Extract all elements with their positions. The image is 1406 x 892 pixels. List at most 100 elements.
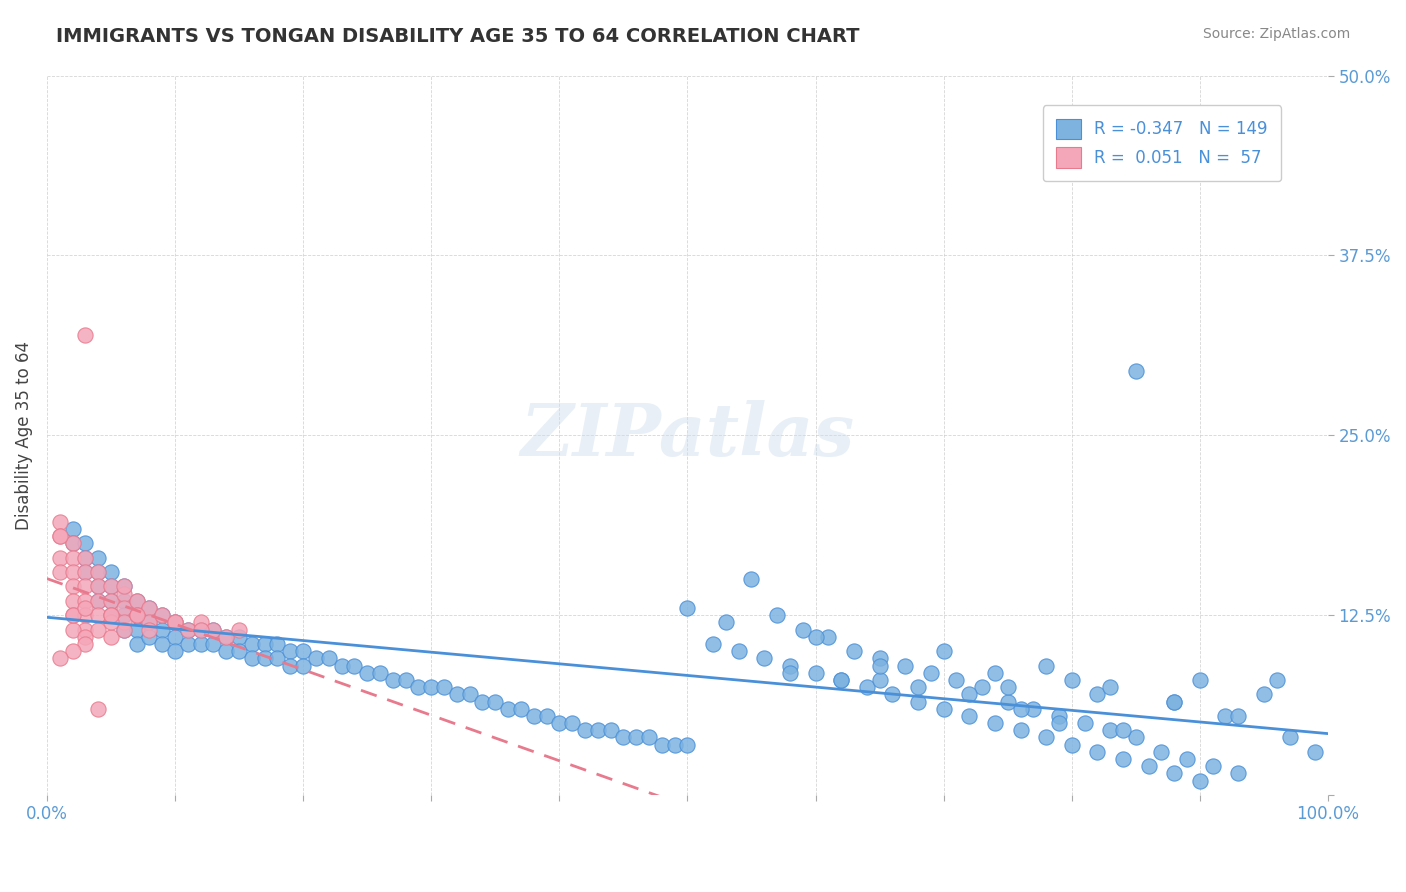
Point <box>1253 687 1275 701</box>
Point <box>574 723 596 738</box>
Point <box>817 630 839 644</box>
Point <box>62 522 84 536</box>
Point <box>446 687 468 701</box>
Point <box>1085 687 1108 701</box>
Point <box>830 673 852 687</box>
Point <box>368 665 391 680</box>
Point <box>112 623 135 637</box>
Point <box>1278 731 1301 745</box>
Point <box>496 702 519 716</box>
Point <box>882 687 904 701</box>
Point <box>624 731 647 745</box>
Point <box>150 608 173 623</box>
Point <box>228 630 250 644</box>
Point <box>87 579 110 593</box>
Point <box>894 658 917 673</box>
Point <box>548 716 571 731</box>
Point <box>458 687 481 701</box>
Point <box>138 615 160 630</box>
Point <box>87 579 110 593</box>
Point <box>1112 723 1135 738</box>
Point <box>394 673 416 687</box>
Point <box>1035 658 1057 673</box>
Point <box>1175 752 1198 766</box>
Point <box>664 738 686 752</box>
Point <box>100 608 122 623</box>
Point <box>727 644 749 658</box>
Point <box>112 608 135 623</box>
Point <box>75 579 97 593</box>
Point <box>1137 759 1160 773</box>
Point <box>87 594 110 608</box>
Text: ZIPatlas: ZIPatlas <box>520 400 855 471</box>
Point <box>87 565 110 579</box>
Point <box>1227 709 1250 723</box>
Point <box>125 623 148 637</box>
Point <box>1163 694 1185 708</box>
Point <box>945 673 967 687</box>
Point <box>75 601 97 615</box>
Point <box>509 702 531 716</box>
Point <box>112 579 135 593</box>
Point <box>240 637 263 651</box>
Point <box>1022 702 1045 716</box>
Point <box>87 608 110 623</box>
Point <box>100 615 122 630</box>
Point <box>292 658 315 673</box>
Point <box>1201 759 1223 773</box>
Point <box>112 586 135 600</box>
Point <box>190 623 212 637</box>
Point <box>75 550 97 565</box>
Point <box>163 615 186 630</box>
Point <box>1047 709 1070 723</box>
Point <box>278 658 301 673</box>
Point <box>1215 709 1237 723</box>
Point <box>228 644 250 658</box>
Point <box>292 644 315 658</box>
Point <box>48 651 70 665</box>
Point <box>766 608 789 623</box>
Point <box>599 723 621 738</box>
Point <box>100 594 122 608</box>
Point <box>330 658 353 673</box>
Point <box>215 644 238 658</box>
Point <box>997 680 1019 694</box>
Point <box>408 680 430 694</box>
Point <box>1163 766 1185 780</box>
Point <box>75 594 97 608</box>
Point <box>125 608 148 623</box>
Point <box>202 637 225 651</box>
Point <box>100 565 122 579</box>
Point <box>75 637 97 651</box>
Point <box>87 702 110 716</box>
Point <box>215 630 238 644</box>
Point <box>984 665 1007 680</box>
Point <box>1010 702 1032 716</box>
Point <box>112 623 135 637</box>
Point <box>1163 694 1185 708</box>
Point <box>150 608 173 623</box>
Legend: R = -0.347   N = 149, R =  0.051   N =  57: R = -0.347 N = 149, R = 0.051 N = 57 <box>1043 105 1281 181</box>
Point <box>62 623 84 637</box>
Point <box>779 658 801 673</box>
Point <box>1047 716 1070 731</box>
Point <box>676 738 699 752</box>
Point <box>190 623 212 637</box>
Point <box>100 630 122 644</box>
Point <box>48 529 70 543</box>
Point <box>676 601 699 615</box>
Point <box>112 615 135 630</box>
Point <box>87 550 110 565</box>
Point <box>177 623 200 637</box>
Point <box>100 608 122 623</box>
Point <box>163 630 186 644</box>
Point <box>714 615 737 630</box>
Point <box>842 644 865 658</box>
Point <box>1112 752 1135 766</box>
Point <box>150 623 173 637</box>
Point <box>163 644 186 658</box>
Point <box>112 594 135 608</box>
Point <box>138 601 160 615</box>
Point <box>997 694 1019 708</box>
Point <box>420 680 443 694</box>
